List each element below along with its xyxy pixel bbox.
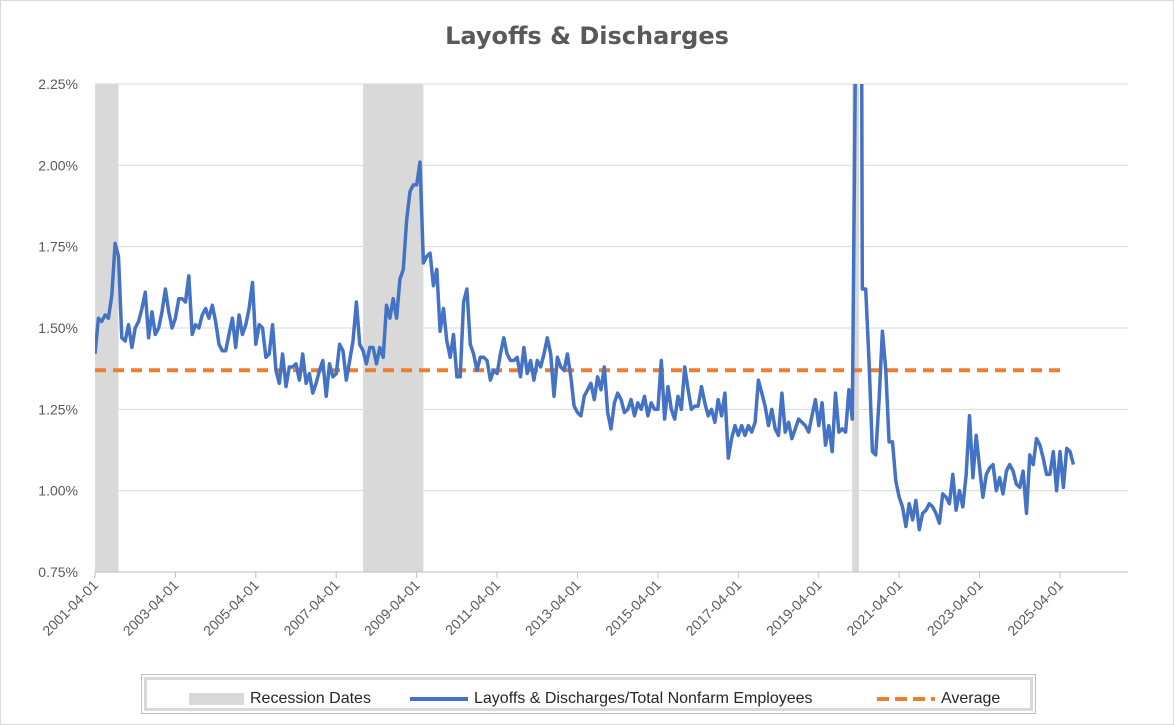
x-tick-label: 2003-04-01 — [120, 577, 182, 639]
x-tick-label: 2009-04-01 — [361, 577, 423, 639]
x-tick-label: 2015-04-01 — [602, 577, 664, 639]
legend-label-series: Layoffs & Discharges/Total Nonfarm Emplo… — [474, 690, 813, 707]
series-group — [95, 84, 1076, 532]
x-tick-labels: 2001-04-01 2003-04-01 2005-04-01 2007-04-01… — [39, 577, 1066, 639]
legend-swatch-average — [877, 697, 935, 701]
x-tick-label: 2021-04-01 — [843, 577, 905, 639]
x-tick-label: 2007-04-01 — [280, 577, 342, 639]
chart-title: Layoffs & Discharges — [445, 22, 729, 50]
y-tick-label: 1.50% — [38, 320, 78, 336]
legend-swatch-series — [410, 697, 468, 701]
legend-item-average: Average — [877, 688, 1000, 710]
y-tick-label: 1.75% — [38, 239, 78, 255]
x-tick-label: 2019-04-01 — [763, 577, 825, 639]
x-tick-label: 2013-04-01 — [522, 577, 584, 639]
x-axis — [94, 571, 1128, 578]
series-line-0 — [95, 84, 1076, 532]
y-tick-label: 2.25% — [38, 76, 78, 92]
legend-swatch-recession — [189, 693, 244, 705]
y-tick-label: 2.00% — [38, 157, 78, 173]
x-tick-label: 2011-04-01 — [442, 577, 503, 638]
legend-item-recession: Recession Dates — [189, 688, 371, 710]
y-tick-label: 0.75% — [38, 564, 78, 580]
y-tick-label: 1.25% — [38, 401, 78, 417]
x-tick-label: 2025-04-01 — [1004, 577, 1066, 639]
x-tick-label: 2017-04-01 — [682, 577, 744, 639]
x-tick-label: 2001-04-01 — [39, 577, 101, 639]
y-tick-label: 1.00% — [38, 483, 78, 499]
legend-label-recession: Recession Dates — [250, 690, 371, 707]
x-tick-label: 2005-04-01 — [200, 577, 262, 639]
y-tick-labels: 0.75% 1.00% 1.25% 1.50% 1.75% 2.00% 2.25% — [38, 76, 78, 580]
legend-item-series: Layoffs & Discharges/Total Nonfarm Emplo… — [410, 688, 813, 710]
legend-label-average: Average — [941, 690, 1001, 707]
legend: Recession Dates Layoffs & Discharges/Tot… — [141, 674, 1036, 714]
x-tick-label: 2023-04-01 — [924, 577, 986, 639]
